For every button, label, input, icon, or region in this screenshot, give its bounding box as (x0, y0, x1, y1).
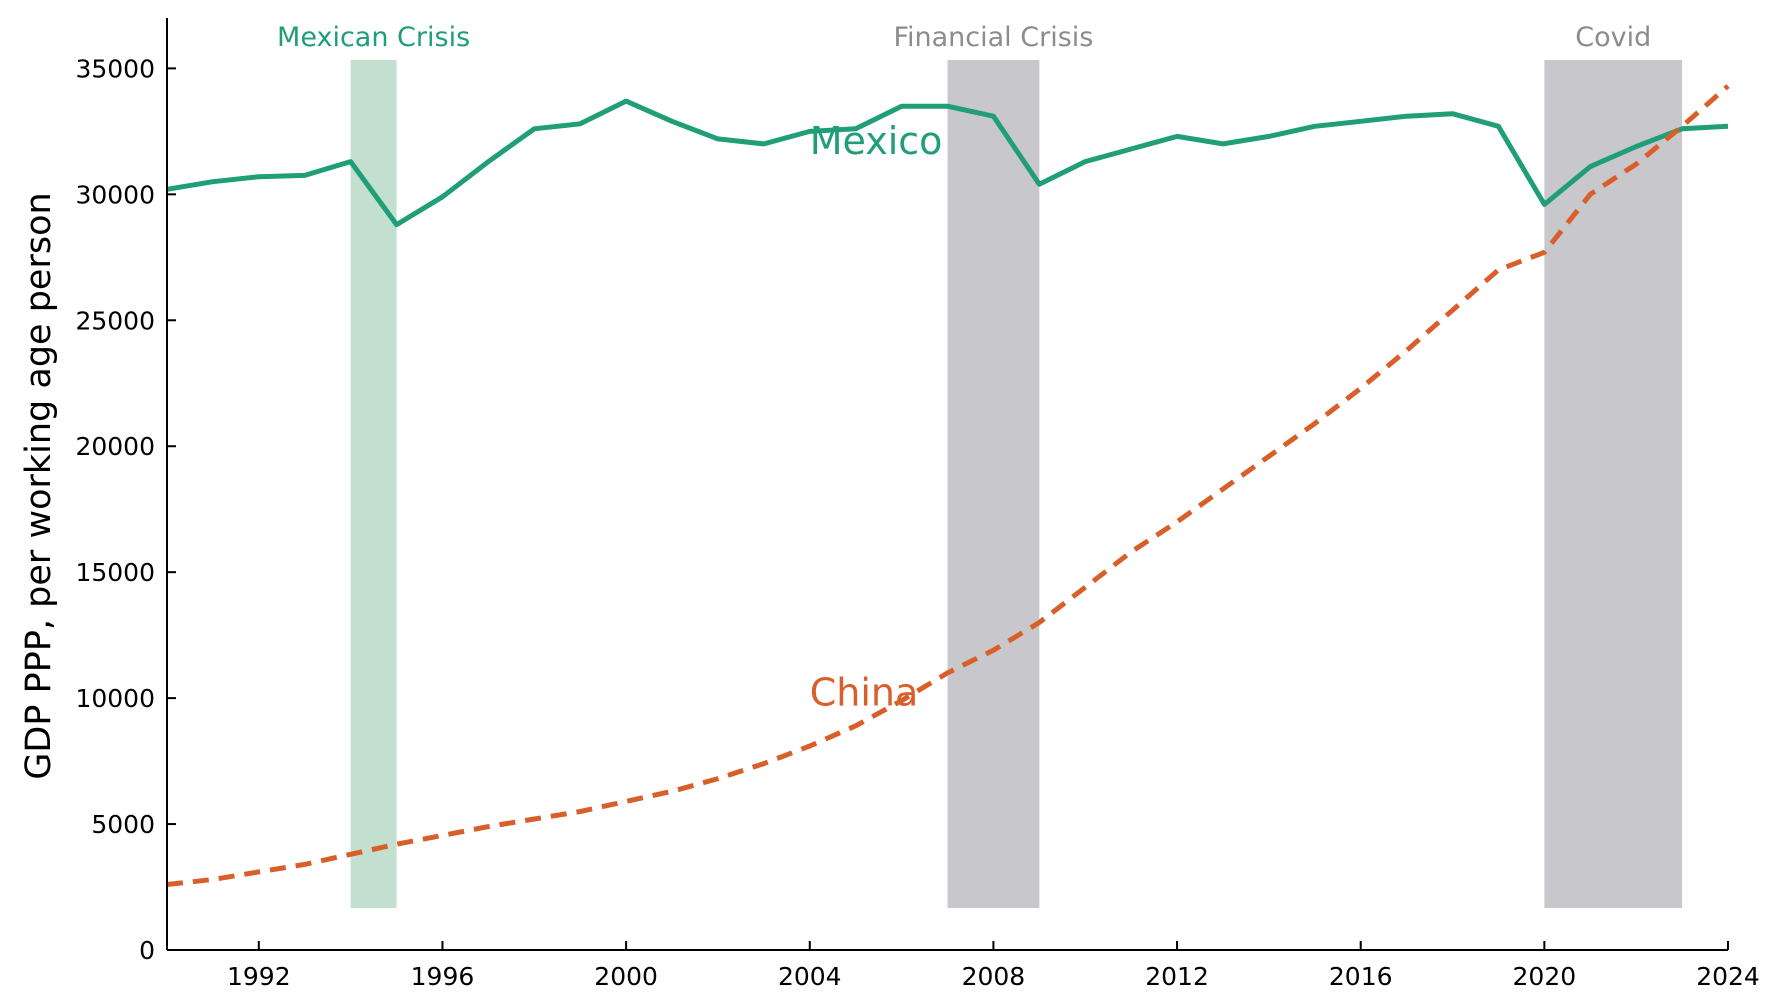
x-tick-label: 2024 (1696, 962, 1760, 991)
y-tick-label: 5000 (91, 810, 155, 839)
y-tick-label: 30000 (75, 180, 155, 209)
x-tick-label: 2016 (1329, 962, 1393, 991)
x-tick-label: 2008 (962, 962, 1026, 991)
shaded-region-mexican-crisis (350, 60, 397, 908)
series-line-mexico (166, 98, 1729, 228)
y-tick-label: 0 (139, 936, 155, 965)
shaded-region-covid (1544, 60, 1683, 908)
x-tick-label: 2020 (1513, 962, 1577, 991)
y-tick-label: 35000 (75, 54, 155, 83)
series-line-china (166, 84, 1730, 887)
series-lines (166, 84, 1730, 887)
shaded-regions (350, 60, 1683, 908)
x-tick-label: 2004 (778, 962, 842, 991)
y-tick-label: 25000 (75, 306, 155, 335)
y-tick-label: 20000 (75, 432, 155, 461)
shaded-region-label-financial-crisis: Financial Crisis (893, 22, 1093, 53)
shaded-region-label-mexican-crisis: Mexican Crisis (277, 22, 470, 53)
x-tick-label: 2000 (594, 962, 658, 991)
shaded-region-labels: Mexican Crisis Financial Crisis Covid (277, 22, 1651, 53)
series-labels: Mexico China (810, 119, 943, 715)
series-label-mexico: Mexico (810, 119, 943, 163)
ticks: 1992 1996 2000 2004 2008 2012 2016 2020 2024 0 500… (75, 54, 1759, 991)
shaded-region-financial-crisis (947, 60, 1040, 908)
shaded-region-label-covid: Covid (1575, 22, 1651, 53)
y-tick-label: 10000 (75, 684, 155, 713)
series-label-china: China (810, 671, 919, 715)
y-axis-title: GDP PPP, per working age person (19, 192, 59, 779)
axes (166, 18, 1728, 951)
y-tick-label: 15000 (75, 558, 155, 587)
x-tick-label: 1992 (227, 962, 291, 991)
x-tick-label: 2012 (1145, 962, 1209, 991)
x-tick-label: 1996 (411, 962, 475, 991)
